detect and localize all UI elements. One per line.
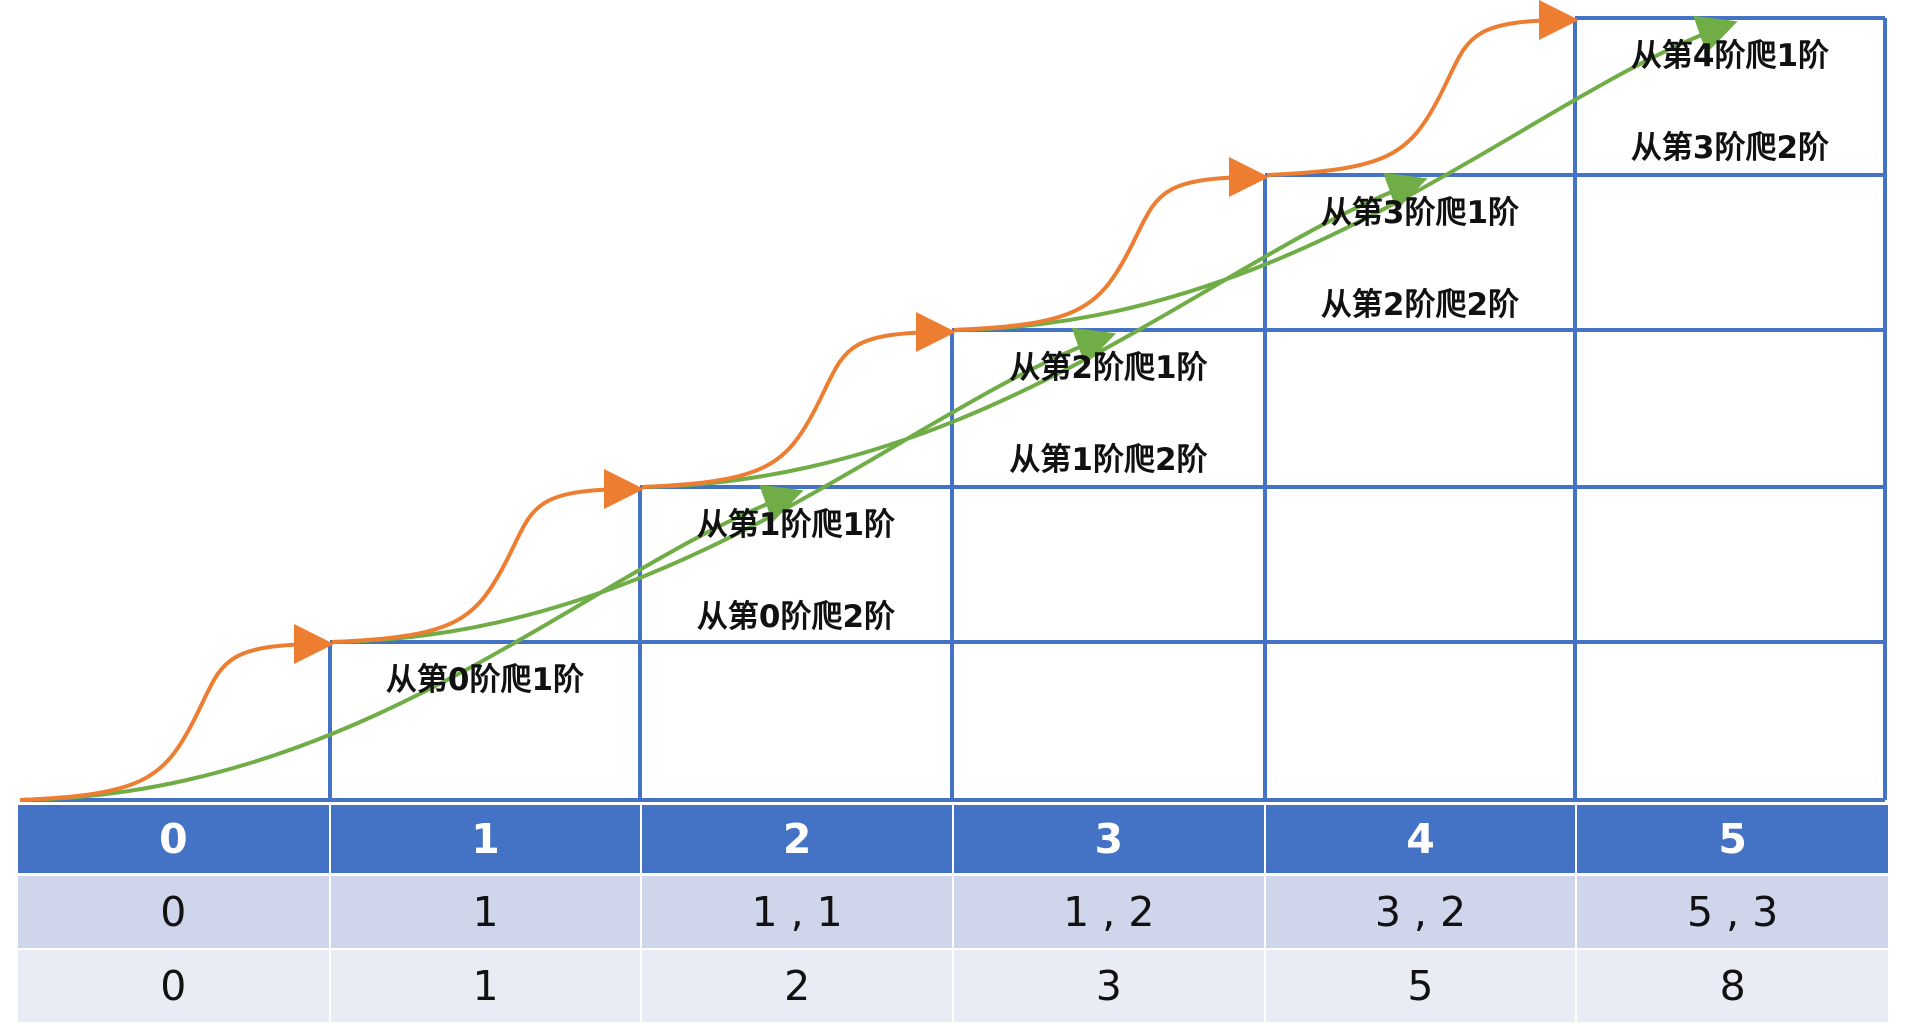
table-cell: 1	[329, 874, 643, 950]
table-row: 0 1 1 , 1 1 , 2 3 , 2 5 , 3	[18, 874, 1888, 950]
table-cell: 0	[18, 949, 331, 1022]
one-step-arrow	[1266, 0, 1579, 177]
two-step-arrows	[19, 15, 1738, 802]
two-step-arrow	[641, 172, 1428, 489]
table-row: 0 1 2 3 5 8	[18, 949, 1888, 1022]
table-cell: 3 , 2	[1264, 874, 1578, 950]
table-cell: 1	[329, 949, 643, 1022]
one-step-arrow	[331, 469, 644, 644]
stair-label: 从第3阶爬1阶	[1321, 195, 1519, 231]
table-header-row: 0 1 2 3 4 5	[18, 805, 1888, 876]
one-step-arrow	[19, 624, 334, 802]
table-cell: 8	[1576, 949, 1888, 1022]
table-cell: 1 , 2	[952, 874, 1266, 950]
two-step-arrow	[331, 327, 1117, 644]
table-header-cell: 1	[329, 805, 643, 876]
table-cell: 1 , 1	[641, 874, 954, 950]
table-cell: 5 , 3	[1576, 874, 1888, 950]
one-step-arrow	[641, 312, 956, 489]
steps-table: 0 1 2 3 4 5 0 1 1 , 1 1 , 2 3 , 2 5 , 3 …	[18, 805, 1888, 1022]
table-header-cell: 5	[1576, 805, 1888, 876]
table-header-cell: 4	[1264, 805, 1578, 876]
one-step-arrows	[19, 0, 1579, 802]
stair-label: 从第3阶爬2阶	[1631, 130, 1829, 166]
stair-label: 从第1阶爬1阶	[697, 507, 895, 543]
table-cell: 3	[952, 949, 1266, 1022]
stair-label: 从第1阶爬2阶	[1009, 442, 1207, 478]
stair-label: 从第2阶爬1阶	[1009, 350, 1207, 386]
one-step-arrow	[953, 157, 1269, 332]
stair-label: 从第4阶爬1阶	[1631, 38, 1829, 74]
two-step-arrow	[953, 15, 1738, 332]
table-header-cell: 0	[18, 805, 331, 876]
table-header-cell: 3	[952, 805, 1266, 876]
stair-label: 从第0阶爬1阶	[386, 662, 584, 698]
table-cell: 5	[1264, 949, 1578, 1022]
table-cell: 0	[18, 874, 331, 950]
steps-table-wrap: 0 1 2 3 4 5 0 1 1 , 1 1 , 2 3 , 2 5 , 3 …	[18, 805, 1888, 1022]
stair-label: 从第2阶爬2阶	[1321, 287, 1519, 323]
stair-grid	[20, 16, 1887, 802]
table-header-cell: 2	[641, 805, 954, 876]
two-step-arrow	[19, 484, 804, 802]
table-cell: 2	[641, 949, 954, 1022]
stair-label: 从第0阶爬2阶	[697, 599, 895, 635]
